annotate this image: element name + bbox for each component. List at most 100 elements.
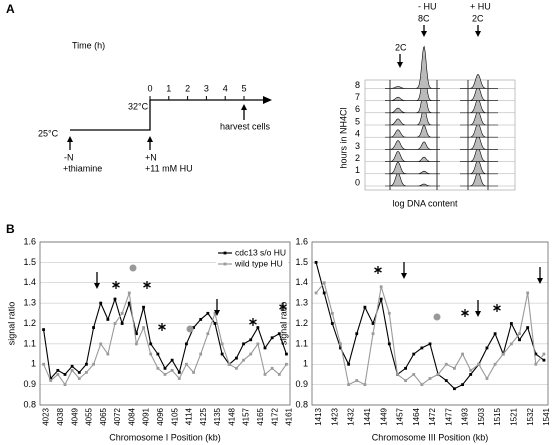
point [263, 373, 267, 376]
plot-frame [39, 241, 291, 406]
point [270, 366, 274, 370]
y-tick-label: 1.1 [23, 338, 36, 348]
point [242, 358, 245, 362]
arrow-head [401, 273, 407, 279]
point [444, 379, 448, 382]
time-tick-label: 1 [166, 83, 171, 93]
point [469, 368, 473, 372]
condition-label: + HU [470, 1, 491, 11]
legend-marker [223, 262, 227, 266]
point [113, 297, 117, 301]
point [56, 368, 60, 372]
facs-y-tick-label: 7 [355, 92, 360, 102]
x-tick-label: 4023 [42, 407, 51, 425]
histogram [460, 147, 498, 162]
time-tick-label: 3 [204, 83, 209, 93]
x-tick-label: 4096 [156, 407, 165, 425]
plot-frame [311, 241, 549, 406]
point [330, 311, 334, 315]
histogram [460, 123, 498, 138]
x-tick-label: 1515 [493, 407, 502, 425]
x-tick-label: 4065 [99, 407, 108, 425]
grey-dot [186, 325, 194, 333]
y-tick-label: 1.5 [23, 257, 36, 267]
grey-dot [129, 264, 137, 272]
y-tick-label: 1.4 [23, 277, 36, 287]
histogram [385, 140, 440, 150]
x-tick-label: 1413 [314, 407, 323, 425]
histogram [460, 135, 498, 150]
point [127, 291, 131, 295]
x-tick-label: 1532 [526, 407, 535, 425]
point [185, 342, 188, 346]
point [177, 371, 181, 374]
point [156, 366, 160, 370]
point [185, 362, 188, 366]
point [285, 352, 288, 356]
point [63, 383, 67, 387]
point [485, 346, 489, 350]
point [77, 371, 81, 374]
point [249, 338, 253, 342]
point [363, 305, 367, 309]
point [70, 368, 74, 372]
legend-marker [223, 251, 227, 255]
legend-label: cdc13 s/o HU [235, 247, 286, 257]
point [363, 383, 367, 387]
point [420, 383, 424, 387]
point [404, 366, 407, 370]
point [170, 368, 174, 372]
point [163, 366, 167, 370]
point [256, 342, 260, 346]
x-tick-label: 1423 [330, 407, 339, 425]
point [256, 326, 260, 329]
point [213, 322, 217, 325]
point [461, 352, 464, 356]
point [518, 332, 521, 336]
point [113, 322, 117, 325]
point [149, 342, 153, 346]
point [135, 342, 138, 346]
point [322, 291, 326, 295]
point [314, 291, 318, 295]
histogram [385, 67, 440, 101]
point [322, 281, 326, 285]
point [42, 328, 45, 332]
y-tick-label: 1 [31, 359, 36, 369]
x-tick-label: 1521 [509, 407, 518, 425]
y-tick-label: 1.6 [295, 236, 308, 246]
x-tick-label: 4091 [142, 407, 151, 425]
y-tick-label: 0.8 [23, 399, 36, 409]
histogram [385, 45, 440, 89]
point [206, 332, 210, 336]
facs-y-tick-label: 6 [355, 104, 360, 114]
arrow-head [475, 311, 481, 317]
point [518, 338, 521, 342]
x-tick-label: 1472 [428, 407, 437, 425]
temp-low: 25°C [38, 128, 59, 138]
facs-plot: 0 1 2 3 4 5 6 7 8 [355, 45, 516, 191]
point [436, 373, 440, 376]
x-tick-label: 1449 [379, 407, 388, 425]
point [542, 358, 546, 362]
legend-box [216, 246, 288, 270]
point [192, 326, 195, 329]
x-tick-label: 1477 [444, 407, 453, 425]
facs-frame [364, 79, 516, 191]
point [453, 366, 456, 370]
facs-y-tick-label: 4 [355, 129, 360, 139]
arrow-head [397, 62, 403, 68]
point [263, 346, 267, 350]
point [85, 371, 88, 374]
point [77, 377, 81, 380]
x-tick-label: 4125 [199, 407, 208, 425]
grey-dot [433, 313, 441, 321]
histogram [460, 98, 498, 114]
condition-label: - HU [418, 1, 437, 11]
legend-label: wild type HU [234, 258, 283, 268]
y-tick-label: 1.3 [23, 298, 36, 308]
point [235, 356, 238, 360]
y-tick-label: 1.3 [295, 298, 308, 308]
x-tick-label: 1432 [347, 407, 356, 425]
point [501, 352, 505, 356]
